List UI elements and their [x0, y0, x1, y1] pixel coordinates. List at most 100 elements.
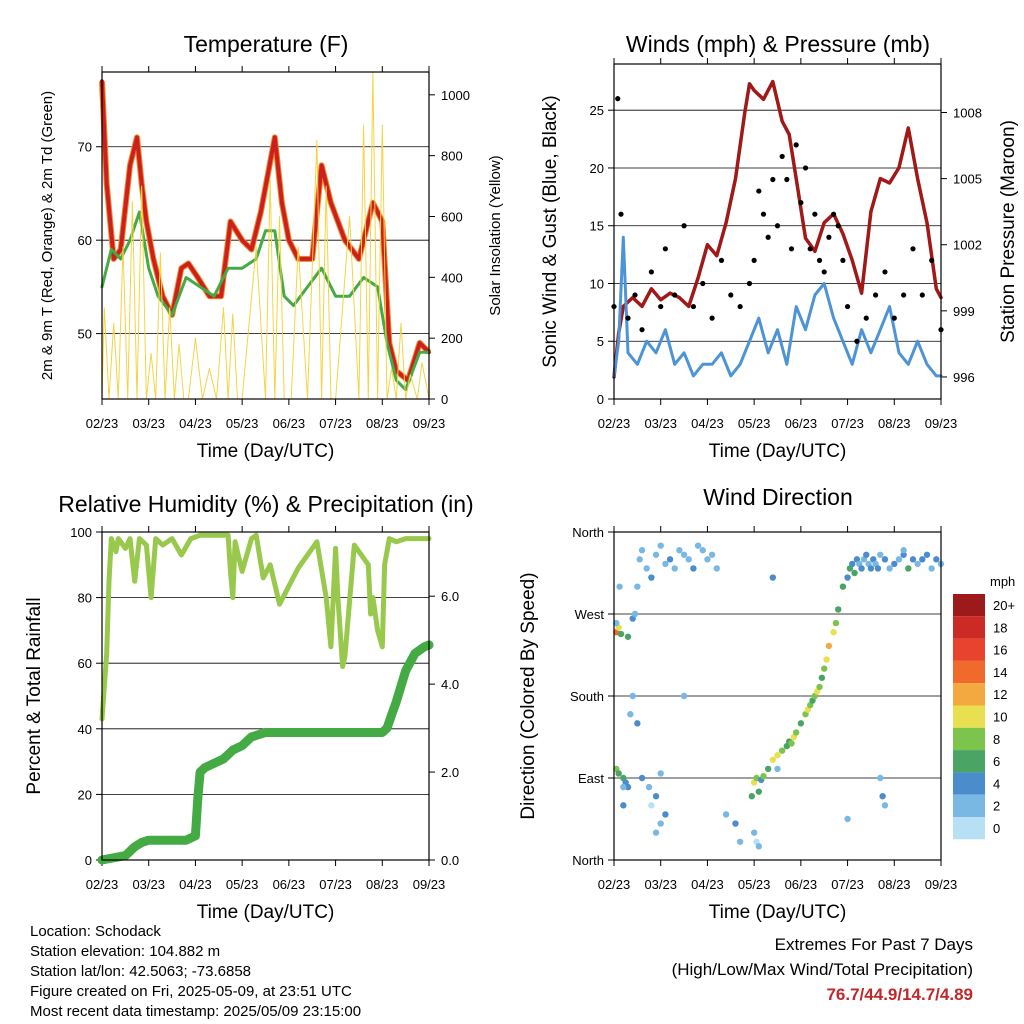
direction-point	[933, 556, 940, 563]
x-tick-label: 03/23	[644, 416, 677, 431]
station-location: Location: Schodack	[30, 923, 161, 940]
direction-point	[648, 574, 655, 581]
direction-point	[671, 565, 678, 572]
gust-point	[632, 292, 638, 298]
panel-1: Temperature (F) 50 60 70 0 200 400 600 800 1000 02…	[39, 31, 504, 462]
recent-timestamp: Most recent data timestamp: 2025/05/09 2…	[30, 1003, 362, 1020]
legend-swatch	[953, 638, 985, 661]
direction-point	[863, 551, 870, 558]
gust-point	[681, 223, 687, 229]
legend-label: 10	[993, 710, 1007, 725]
legend-label: 8	[993, 732, 1000, 747]
x-tick-label: 04/23	[691, 877, 724, 892]
legend-label: 4	[993, 776, 1000, 791]
gust-point	[919, 292, 925, 298]
y-right-tick-label: 996	[953, 370, 975, 385]
y-tick-label: 60	[78, 656, 92, 671]
direction-point	[818, 674, 826, 681]
extremes-box: Extremes For Past 7 Days (High/Low/Max W…	[672, 932, 973, 1007]
y-tick-label: North	[572, 853, 604, 868]
x-tick-label: 09/23	[925, 416, 958, 431]
y-axis-title: Sonic Wind & Gust (Blue, Black)	[540, 95, 561, 367]
gust-point	[658, 303, 664, 310]
y-tick-label: 70	[78, 140, 92, 155]
direction-point	[835, 606, 842, 613]
x-tick-label: 08/23	[366, 877, 399, 892]
plot-frame	[101, 71, 430, 400]
gust-point	[844, 303, 851, 310]
direction-point	[792, 729, 800, 736]
direction-point	[764, 765, 772, 773]
direction-point	[877, 551, 884, 558]
direction-point	[638, 547, 646, 554]
legend-swatch	[953, 683, 985, 706]
direction-point	[680, 692, 688, 700]
y-right-tick-label: 1002	[953, 238, 982, 253]
gust-point	[788, 246, 795, 252]
y-tick-label: 15	[590, 219, 604, 234]
direction-point	[797, 720, 805, 727]
direction-point	[832, 619, 840, 627]
legend-swatch	[953, 794, 985, 817]
legend-swatch	[953, 727, 985, 751]
gust-point	[802, 165, 809, 171]
direction-point	[886, 565, 893, 572]
gust-point	[816, 257, 823, 263]
direction-point	[648, 802, 655, 809]
direction-point	[657, 770, 664, 777]
x-tick-label: 06/23	[273, 877, 306, 892]
y-right-axis-title: Solar Insolation (Yellow)	[487, 155, 504, 315]
x-tick-label: 07/23	[319, 877, 352, 892]
direction-point	[629, 692, 636, 700]
gust-point	[779, 153, 785, 160]
direction-point	[748, 793, 756, 800]
y-tick-label: 80	[78, 591, 92, 606]
direction-point	[905, 565, 912, 572]
gust-point	[873, 292, 879, 298]
x-axis-title: Time (Day/UTC)	[197, 902, 335, 923]
direction-point	[631, 610, 639, 618]
direction-point	[823, 656, 830, 663]
direction-point	[662, 560, 669, 568]
x-tick-label: 05/23	[738, 877, 771, 892]
extremes-subtitle: (High/Low/Max Wind/Total Precipitation)	[671, 960, 973, 979]
direction-point	[788, 740, 795, 747]
legend-label: 20+	[993, 598, 1015, 613]
x-tick-label: 07/23	[319, 416, 352, 431]
legend-label: 6	[993, 754, 1000, 769]
direction-point	[624, 633, 632, 640]
legend-swatch	[953, 616, 985, 639]
y-tick-label: South	[570, 689, 604, 704]
panel-2: Winds (mph) & Pressure (mb) 0 5 10 15 20 25 996…	[540, 31, 1019, 462]
gust-point	[784, 176, 790, 183]
station-info: Location: Schodack Station elevation: 10…	[30, 922, 361, 1022]
direction-point	[657, 820, 664, 827]
y-right-tick-label: 2.0	[441, 765, 459, 780]
x-tick-label: 02/23	[598, 877, 631, 892]
gust-point	[882, 269, 888, 275]
x-tick-label: 07/23	[831, 416, 864, 431]
y-right-tick-label: 1008	[953, 105, 982, 120]
x-tick-label: 03/23	[644, 877, 677, 892]
direction-point	[638, 774, 646, 782]
gust-point	[728, 292, 734, 298]
y-right-tick-label: 800	[441, 149, 463, 164]
direction-point	[881, 802, 889, 809]
station-latlon: Station lat/lon: 42.5063; -73.6858	[30, 963, 252, 980]
panel-3: Relative Humidity (%) & Precipitation (i…	[24, 491, 474, 923]
legend-label: 0	[993, 821, 1000, 836]
gust-point	[770, 176, 776, 183]
direction-point	[722, 811, 730, 818]
legend-swatch	[953, 817, 985, 840]
legend-swatch	[953, 705, 985, 728]
legend-label: 2	[993, 799, 1000, 814]
legend-label: 18	[993, 620, 1007, 635]
legend-swatch	[953, 660, 985, 684]
gust-point	[618, 211, 624, 217]
y-tick-label: 10	[590, 276, 604, 291]
panel-title: Relative Humidity (%) & Precipitation (i…	[58, 491, 473, 517]
direction-point	[615, 770, 622, 777]
gust-point	[807, 246, 813, 252]
extremes-title: Extremes For Past 7 Days	[774, 935, 973, 954]
